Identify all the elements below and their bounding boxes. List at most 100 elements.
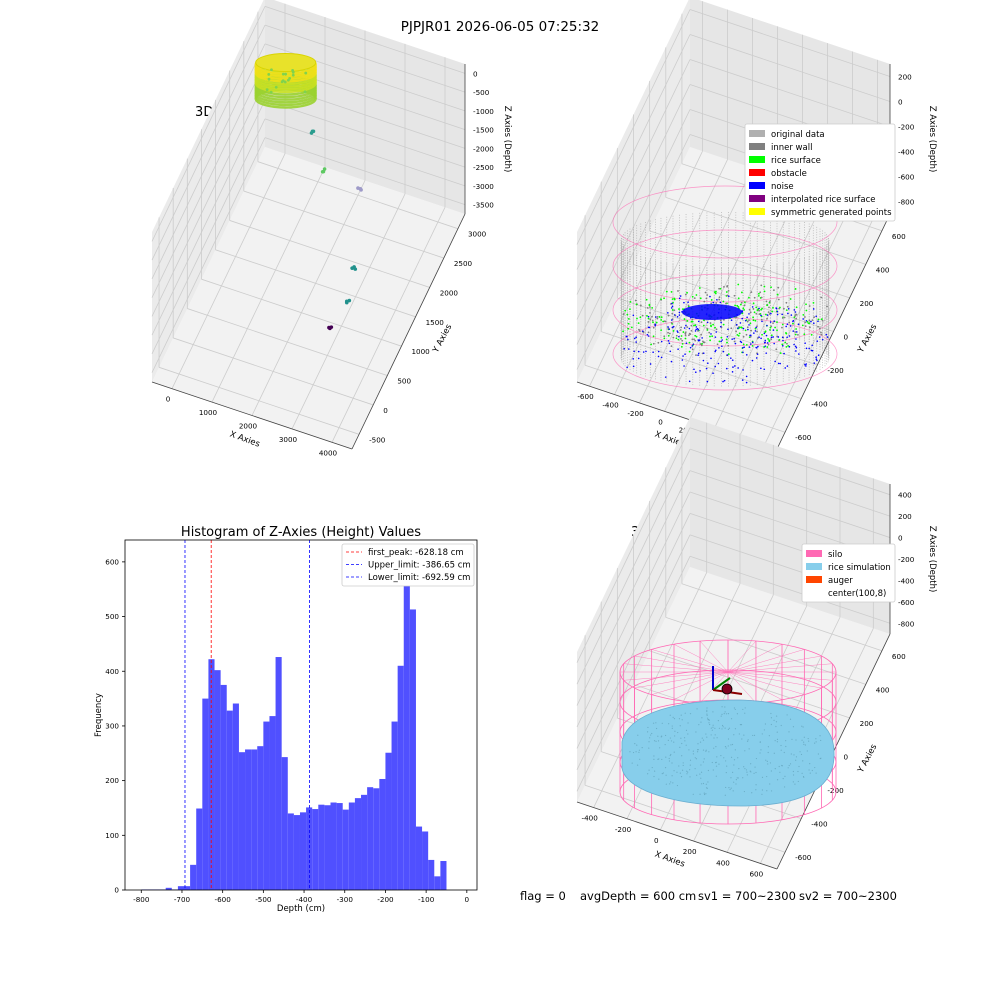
ax2-surface-point xyxy=(785,309,788,311)
ax1-ring-point xyxy=(291,73,295,77)
ax2-noise-point xyxy=(731,338,733,340)
ax2-noise-point xyxy=(678,314,681,316)
ax2-noise-point xyxy=(726,354,729,356)
ax4-mesh-point xyxy=(668,723,670,725)
ax4-mesh-point xyxy=(722,726,724,728)
ax2-surface-point xyxy=(745,333,748,336)
ax2-surface-point xyxy=(785,331,787,334)
ax2-surface-point xyxy=(660,298,662,301)
ax2-surface-point xyxy=(740,291,743,294)
simulation-3d-plot[interactable]: 3D simulation of Silo Interior-400-20002… xyxy=(576,417,937,878)
ax4-mesh-point xyxy=(778,765,780,768)
ax1-ring-point xyxy=(303,90,307,94)
ax2-legend-label: original data xyxy=(771,130,825,140)
ax4-mesh-point xyxy=(795,756,798,758)
ax1-z-label: Z Axies (Depth) xyxy=(502,106,512,173)
ax2-noise-point xyxy=(733,337,735,340)
ax2-surface-point xyxy=(712,323,715,326)
ax4-mesh-point xyxy=(677,731,679,734)
ax2-surface-point xyxy=(699,343,702,345)
ax2-surface-point xyxy=(701,342,703,345)
ax2-noise-point xyxy=(748,346,751,348)
ax2-surface-point xyxy=(698,287,701,289)
ax4-mesh-point xyxy=(809,772,811,774)
ax4-mesh-point xyxy=(639,758,641,760)
ax2-surface-point xyxy=(805,309,808,312)
ax4-mesh-point xyxy=(648,741,650,743)
ax2-x-tick-label: -600 xyxy=(577,392,594,401)
ax2-noise-point xyxy=(792,319,795,322)
ax2-surface-point xyxy=(622,313,625,315)
ax4-mesh-point xyxy=(733,707,736,709)
ax2-z-label: Z Axies (Depth) xyxy=(927,106,937,173)
ax4-mesh-point xyxy=(708,722,710,724)
ax4-mesh-point xyxy=(712,769,714,771)
ax4-mesh-point xyxy=(673,770,675,772)
ax4-mesh-point xyxy=(651,732,653,735)
ax2-surface-point xyxy=(651,319,654,322)
ax4-mesh-point xyxy=(724,794,726,796)
ax4-mesh-point xyxy=(653,775,655,778)
ax4-auger-marker xyxy=(721,683,733,695)
ax2-surface-point xyxy=(737,305,740,308)
ax2-noise-point xyxy=(715,349,717,352)
ax2-surface-point xyxy=(687,304,690,307)
ax2-silo-ring xyxy=(612,185,838,259)
ax2-noise-point xyxy=(793,309,796,311)
ax4-mesh-point xyxy=(723,757,725,759)
ax2-surface-point xyxy=(760,296,763,299)
ax1-grid-y xyxy=(158,366,360,435)
ax2-surface-point xyxy=(781,343,784,346)
ax4-legend-swatch xyxy=(806,576,822,583)
ax4-mesh-point xyxy=(748,748,750,750)
ax4-mesh-point xyxy=(752,734,754,737)
ax4-mesh-point xyxy=(801,739,803,741)
ax2-noise-point xyxy=(810,320,812,323)
ax4-mesh-point xyxy=(768,735,770,737)
ax4-mesh-point xyxy=(686,773,688,775)
ax3-x-tick-label: -200 xyxy=(377,895,394,904)
ax2-noise-point xyxy=(751,306,754,308)
ax4-mesh-point xyxy=(658,778,660,780)
ax4-grid-z xyxy=(576,534,691,771)
classify-3d-plot[interactable]: 3D classify of Silo Interior-600-400-200… xyxy=(576,0,937,460)
ax2-surface-point xyxy=(672,330,675,332)
ax2-noise-point xyxy=(745,354,748,356)
ax4-silo-spoke xyxy=(727,671,833,681)
ax2-surface-point xyxy=(752,316,755,319)
ax2-surface-point xyxy=(794,331,797,333)
ax2-surface-point xyxy=(694,324,697,327)
ax2-surface-point xyxy=(752,319,755,322)
ax2-noise-point xyxy=(772,329,775,331)
ax2-noise-point xyxy=(816,359,818,362)
ax2-surface-point xyxy=(726,294,729,297)
ax2-surface-point xyxy=(677,338,680,341)
ax2-noise-point xyxy=(764,339,767,342)
ax3-x-tick-label: -100 xyxy=(418,895,435,904)
ax2-z-tick-label: -200 xyxy=(898,123,915,132)
ax2-noise-point xyxy=(626,366,628,369)
z-histogram[interactable]: Histogram of Z-Axies (Height) Values -800… xyxy=(94,525,478,914)
ax1-grid-z xyxy=(264,5,466,74)
ax2-noise-point xyxy=(792,330,795,332)
ax2-surface-point xyxy=(627,322,630,325)
ax4-mesh-point xyxy=(696,774,698,776)
ax4-mesh-point xyxy=(715,765,718,767)
ax2-noise-point xyxy=(746,316,748,319)
ax2-noise-point xyxy=(668,328,671,331)
ax2-surface-point xyxy=(651,315,653,318)
ax2-grid-z xyxy=(576,134,691,370)
ax2-noise-point xyxy=(732,366,734,368)
ax2-surface-point xyxy=(700,333,703,336)
raw-data-3d-plot[interactable]: 3D Plot of Silo Interior(row data)010002… xyxy=(151,0,512,457)
ax2-noise-point xyxy=(623,347,626,350)
ax2-noise-point xyxy=(635,341,637,343)
ax2-surface-point xyxy=(794,288,797,290)
ax2-surface-point xyxy=(744,329,747,332)
ax3-bar xyxy=(202,698,209,890)
ax4-x-tick-label: -400 xyxy=(582,814,599,823)
ax4-mesh-point xyxy=(701,737,703,739)
ax4-mesh-point xyxy=(795,739,797,741)
ax2-surface-point xyxy=(686,320,689,322)
ax2-legend-swatch xyxy=(749,156,765,163)
